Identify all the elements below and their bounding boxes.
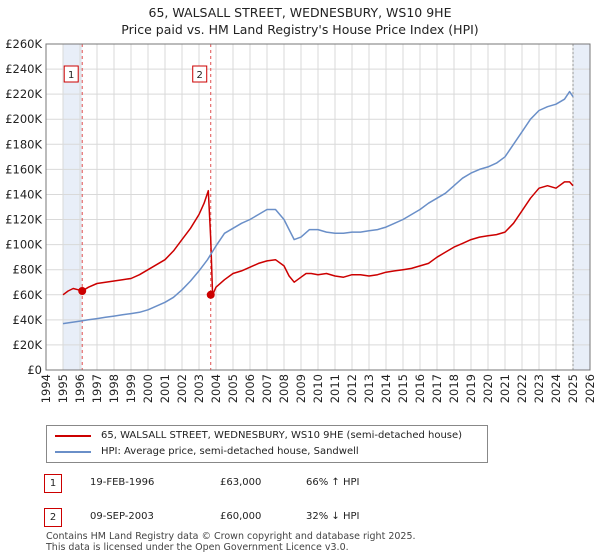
- y-tick-label: £100K: [5, 238, 42, 252]
- y-tick-label: £80K: [13, 263, 43, 277]
- chart-title-line1: 65, WALSALL STREET, WEDNESBURY, WS10 9HE: [148, 5, 452, 20]
- x-tick-label: 2001: [158, 374, 172, 403]
- transaction-date: 19-FEB-1996: [90, 477, 155, 488]
- legend-label-hpi: HPI: Average price, semi-detached house,…: [101, 446, 359, 457]
- x-tick-label: 2000: [141, 374, 155, 403]
- x-tick-label: 2013: [362, 374, 376, 403]
- transaction-point: [206, 290, 215, 299]
- y-tick-label: £200K: [5, 112, 42, 126]
- y-tick-label: £180K: [5, 137, 42, 151]
- x-tick-label: 2019: [464, 374, 478, 403]
- y-tick-label: £260K: [5, 37, 42, 51]
- transaction-row: 2 09-SEP-2003 £60,000 32% ↓ HPI: [44, 508, 464, 528]
- x-tick-label: 2024: [549, 374, 563, 403]
- legend-item-property: 65, WALSALL STREET, WEDNESBURY, WS10 9HE…: [55, 428, 462, 444]
- transaction-price: £60,000: [220, 511, 262, 522]
- x-tick-label: 2017: [430, 374, 444, 403]
- x-tick-label: 2016: [413, 374, 427, 403]
- plot-frame: [45, 43, 591, 371]
- property-price-line: [62, 181, 574, 296]
- chart-title-line2: Price paid vs. HM Land Registry's House …: [121, 22, 479, 37]
- legend-label-property: 65, WALSALL STREET, WEDNESBURY, WS10 9HE…: [101, 430, 463, 441]
- x-tick-label: 1995: [56, 374, 70, 403]
- x-tick-label: 1996: [73, 374, 87, 403]
- marker-label-box: [63, 65, 79, 83]
- marker-label-box: [192, 65, 208, 83]
- x-tick-label: 1994: [39, 374, 53, 403]
- y-tick-label: £40K: [13, 313, 43, 327]
- x-tick-label: 2008: [277, 374, 291, 403]
- y-tick-label: £120K: [5, 213, 42, 227]
- x-tick-label: 2007: [260, 374, 274, 403]
- x-tick-label: 1999: [124, 374, 138, 403]
- legend-swatch-property: [55, 435, 91, 437]
- footer: Contains HM Land Registry data © Crown c…: [46, 531, 416, 553]
- transaction-price: £63,000: [220, 477, 262, 488]
- x-tick-label: 2020: [481, 374, 495, 403]
- x-tick-label: 2012: [345, 374, 359, 403]
- y-tick-label: £140K: [5, 187, 42, 201]
- transaction-badge: 2: [44, 508, 62, 527]
- x-tick-label: 2010: [311, 374, 325, 403]
- transaction-point: [78, 287, 87, 296]
- x-tick-label: 2011: [328, 374, 342, 403]
- x-tick-label: 2022: [515, 374, 529, 403]
- y-tick-label: £60K: [13, 288, 43, 302]
- y-tick-label: £0: [27, 363, 42, 377]
- x-tick-label: 2006: [243, 374, 257, 403]
- x-tick-label: 2009: [294, 374, 308, 403]
- legend-swatch-hpi: [55, 451, 91, 453]
- y-tick-label: £240K: [5, 62, 42, 76]
- legend-item-hpi: HPI: Average price, semi-detached house,…: [55, 444, 359, 460]
- transaction-hpi-diff: 66% ↑ HPI: [306, 477, 360, 488]
- x-tick-label: 2018: [447, 374, 461, 403]
- x-tick-label: 1997: [90, 374, 104, 403]
- y-tick-label: £160K: [5, 162, 42, 176]
- marker-label: 2: [197, 70, 203, 81]
- x-tick-label: 2023: [532, 374, 546, 403]
- x-tick-label: 2003: [192, 374, 206, 403]
- future-shade: [573, 44, 590, 370]
- x-tick-label: 2014: [379, 374, 393, 403]
- x-tick-label: 2021: [498, 374, 512, 403]
- x-tick-label: 2004: [209, 374, 223, 403]
- pre-sale-shade: [63, 44, 83, 370]
- hpi-line: [62, 90, 574, 325]
- x-tick-label: 2026: [583, 374, 597, 403]
- y-tick-label: £220K: [5, 87, 42, 101]
- transaction-hpi-diff: 32% ↓ HPI: [306, 511, 360, 522]
- marker-label: 1: [68, 70, 74, 81]
- transaction-row: 1 19-FEB-1996 £63,000 66% ↑ HPI: [44, 474, 464, 494]
- transaction-date: 09-SEP-2003: [90, 511, 154, 522]
- price-chart: 1 2 £0 £20K £40K £60K £80K £100K £120K £140K £160K…: [5, 37, 597, 403]
- x-tick-label: 2015: [396, 374, 410, 403]
- footer-copyright: Contains HM Land Registry data © Crown c…: [46, 531, 416, 542]
- x-tick-label: 1998: [107, 374, 121, 403]
- x-tick-label: 2025: [566, 374, 580, 403]
- legend: 65, WALSALL STREET, WEDNESBURY, WS10 9HE…: [46, 425, 488, 463]
- x-tick-label: 2002: [175, 374, 189, 403]
- chart-title: 65, WALSALL STREET, WEDNESBURY, WS10 9HE…: [0, 4, 600, 38]
- x-tick-label: 2005: [226, 374, 240, 403]
- transaction-badge: 1: [44, 474, 62, 493]
- footer-licence: This data is licensed under the Open Gov…: [46, 542, 349, 553]
- y-tick-label: £20K: [13, 338, 43, 352]
